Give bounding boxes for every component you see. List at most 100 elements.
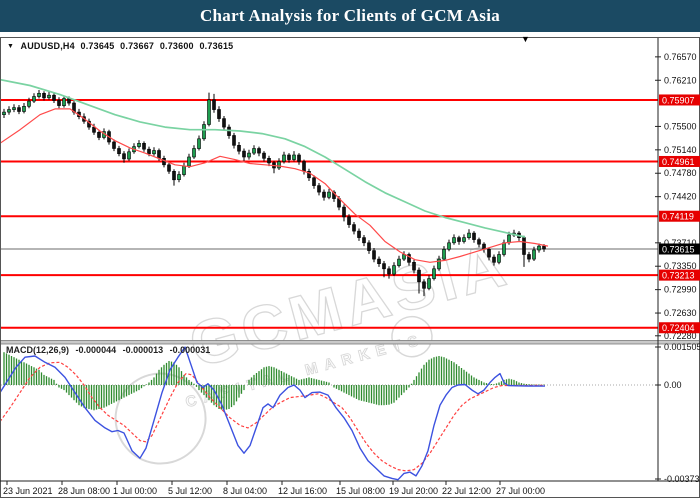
level-price-badge: 0.74961: [662, 157, 695, 167]
price-tick-label: 0.76210: [664, 75, 697, 85]
macd-panel: [0, 346, 658, 481]
chart-shift-marker-icon[interactable]: ▼: [521, 34, 530, 44]
time-tick-label: 19 Jul 20:00: [389, 486, 438, 496]
candle-body: [397, 258, 401, 266]
candle-body: [252, 148, 256, 154]
macd-tick-label: 0.001505: [664, 342, 700, 352]
time-tick-label: 22 Jul 12:00: [442, 486, 491, 496]
candle-body: [12, 107, 16, 110]
candle-body: [312, 177, 316, 186]
symbol-header: ▼ AUDUSD,H4 0.73645 0.73667 0.73600 0.73…: [7, 41, 236, 51]
time-tick-label: 8 Jul 04:00: [223, 486, 267, 496]
candle-body: [347, 216, 351, 225]
time-tick-label: 23 Jun 2021: [3, 486, 53, 496]
ma-slow-line: [0, 78, 526, 238]
candle-body: [457, 237, 461, 242]
candle-body: [162, 158, 166, 166]
candle-body: [17, 107, 21, 112]
candle-body: [447, 242, 451, 250]
panel-separator[interactable]: [0, 340, 700, 345]
horizontal-levels: [1, 99, 658, 329]
candle-body: [367, 242, 371, 251]
candle-body: [292, 154, 296, 160]
price-axis: 0.76570 0.76210 0.75500 0.75140 0.74780 0.744…: [655, 52, 700, 484]
candle-body: [287, 154, 291, 160]
level-price-badge: 0.74119: [662, 212, 694, 222]
candle-body: [47, 94, 51, 99]
candle-body: [207, 99, 211, 125]
price-tick-label: 0.74780: [664, 168, 697, 178]
candle-body: [387, 268, 391, 275]
ma-fast-line: [0, 108, 549, 263]
candle-body: [212, 99, 216, 110]
candle-body: [472, 232, 476, 240]
candle-body: [152, 150, 156, 155]
page-title: Chart Analysis for Clients of GCM Asia: [199, 6, 501, 25]
candle-body: [422, 281, 426, 289]
macd-tick-label: 0.00: [664, 380, 682, 390]
candle-body: [237, 145, 241, 152]
candle-body: [137, 143, 141, 147]
level-price-badge: 0.73213: [662, 271, 695, 281]
price-tick-label: 0.72990: [664, 285, 697, 295]
price-tick-label: 0.76570: [664, 52, 697, 62]
chevron-down-icon[interactable]: ▼: [7, 43, 15, 50]
time-tick-label: 28 Jun 08:00: [58, 486, 110, 496]
candle-body: [7, 109, 11, 113]
candle-body: [167, 164, 171, 172]
price-tick-label: 0.75500: [664, 121, 697, 131]
candle-body: [297, 154, 301, 162]
candle-body: [522, 237, 526, 255]
candle-body: [172, 171, 176, 181]
candle-body: [62, 98, 66, 106]
candle-body: [57, 100, 61, 106]
candle-body: [227, 126, 231, 136]
candle-body: [462, 237, 466, 242]
level-price-badge-bg: [659, 322, 700, 334]
current-price-badge: 0.73615: [662, 244, 695, 254]
price-tick-label: 0.74420: [664, 192, 697, 202]
level-price-badge-bg: [659, 94, 700, 106]
candle-body: [542, 245, 546, 250]
candle-body: [157, 150, 161, 159]
candle-body: [362, 237, 366, 244]
candle-body: [282, 154, 286, 162]
candle-body: [92, 126, 96, 133]
price-tick-label: 0.72280: [664, 331, 697, 341]
title-bar: Chart Analysis for Clients of GCM Asia: [0, 0, 700, 32]
candle-body: [352, 224, 356, 232]
candle-body: [257, 148, 261, 154]
candle-body: [392, 265, 396, 275]
candle-body: [177, 174, 181, 180]
candle-body: [317, 185, 321, 193]
time-tick-label: 27 Jul 00:00: [496, 486, 545, 496]
macd-osma-value: -0.000031: [169, 345, 211, 355]
candle-body: [247, 152, 251, 158]
candle-body: [147, 148, 151, 155]
candle-body: [492, 256, 496, 263]
candle-body: [127, 151, 131, 160]
price-tick-label: 0.75140: [664, 145, 697, 155]
candle-body: [502, 242, 506, 255]
macd-main-value: -0.000044: [75, 345, 117, 355]
candle-body: [537, 245, 541, 251]
candle-body: [37, 93, 41, 97]
time-tick-label: 15 Jul 08:00: [336, 486, 385, 496]
candle-body: [112, 141, 116, 149]
macd-header: MACD(12,26,9) -0.000044 -0.000013 -0.000…: [6, 345, 214, 355]
candle-body: [527, 254, 531, 260]
candle-body: [52, 94, 56, 101]
candle-body: [197, 138, 201, 149]
price-tick-label: 0.73350: [664, 261, 697, 271]
ohlc-low: 0.73600: [159, 41, 194, 51]
level-price-badge: 0.72404: [662, 323, 695, 333]
macd-label: MACD(12,26,9): [6, 345, 70, 355]
time-tick-label: 12 Jul 16:00: [278, 486, 327, 496]
candle-body: [342, 206, 346, 218]
candle-body: [277, 161, 281, 169]
candle-body: [507, 234, 511, 244]
time-tick-label: 5 Jul 12:00: [168, 486, 212, 496]
candle-body: [322, 191, 326, 198]
candle-body: [532, 249, 536, 260]
